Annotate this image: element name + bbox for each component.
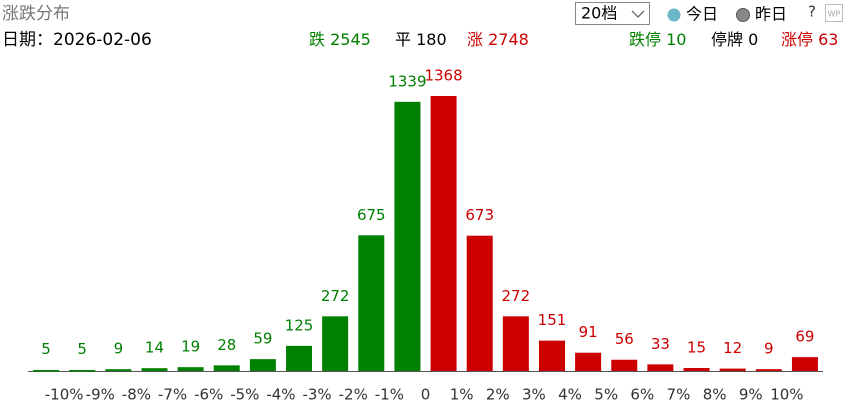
stat: 跌停 10 xyxy=(629,30,686,49)
date-value: 2026-02-06 xyxy=(53,30,152,50)
x-tick-label: 10% xyxy=(770,386,803,404)
data-label: 12 xyxy=(723,339,742,357)
x-tick-label: -8% xyxy=(122,386,151,404)
bar xyxy=(683,367,710,371)
bar xyxy=(575,352,602,371)
data-label: 19 xyxy=(181,338,200,356)
data-label: 675 xyxy=(357,206,386,224)
stat-label: 平 xyxy=(395,30,411,49)
bar xyxy=(466,235,493,371)
chevron[interactable] xyxy=(631,10,645,18)
bar xyxy=(755,369,782,371)
x-tick-label: -2% xyxy=(339,386,368,404)
bar xyxy=(647,364,674,371)
data-label: 673 xyxy=(465,206,494,224)
data-label: 272 xyxy=(321,287,350,305)
bar xyxy=(177,367,204,371)
x-tick-label: 5% xyxy=(594,386,618,404)
icon[interactable]: WP xyxy=(828,10,841,19)
data-label: 56 xyxy=(615,330,634,348)
x-tick-label: 0 xyxy=(421,386,431,404)
data-label: 151 xyxy=(538,311,567,329)
bar xyxy=(791,357,818,371)
stat: 涨 2748 xyxy=(467,30,529,49)
bar xyxy=(33,369,60,372)
stat-value: 2545 xyxy=(330,30,371,49)
x-tick-label: 4% xyxy=(558,386,582,404)
stat-label: 涨 xyxy=(467,30,483,49)
data-label: 14 xyxy=(145,339,164,357)
bar xyxy=(502,316,529,371)
bar xyxy=(141,368,168,371)
bar xyxy=(430,96,457,371)
bar xyxy=(611,359,638,371)
legend-yesterday[interactable]: 昨日 xyxy=(755,5,787,24)
bar xyxy=(249,359,276,371)
dropdown-box[interactable] xyxy=(575,2,650,25)
data-label: 5 xyxy=(41,340,51,358)
dropdown-text[interactable]: 20档 xyxy=(581,4,617,23)
help[interactable]: ? xyxy=(808,3,816,21)
stat: 平 180 xyxy=(395,30,447,49)
bar xyxy=(394,101,421,371)
data-label: 59 xyxy=(253,330,272,348)
x-tick-label: -7% xyxy=(158,386,187,404)
data-label: 125 xyxy=(285,316,314,334)
x-tick-label: -6% xyxy=(194,386,223,404)
x-tick-label: 8% xyxy=(703,386,727,404)
stat: 停牌 0 xyxy=(711,30,758,49)
x-tick-label: -9% xyxy=(86,386,115,404)
stat-value: 63 xyxy=(818,30,838,49)
data-label: 69 xyxy=(795,328,814,346)
x-tick-label: 9% xyxy=(739,386,763,404)
legend-dot-today[interactable] xyxy=(667,8,681,22)
stat-label: 涨停 xyxy=(781,30,813,49)
x-tick-label: 2% xyxy=(486,386,510,404)
data-label: 1339 xyxy=(388,72,426,90)
data-label: 1368 xyxy=(424,67,462,85)
data-label: 15 xyxy=(687,338,706,356)
x-tick-label: -3% xyxy=(302,386,331,404)
data-label: 5 xyxy=(77,340,87,358)
bar xyxy=(719,368,746,371)
stat-label: 跌 xyxy=(309,30,325,49)
data-label: 28 xyxy=(217,336,236,354)
date-label: 日期： xyxy=(2,30,53,50)
x-tick-label: 1% xyxy=(450,386,474,404)
stat-label: 停牌 xyxy=(711,30,743,49)
bar xyxy=(286,345,313,371)
legend-dot-yesterday[interactable] xyxy=(736,8,750,22)
data-label: 91 xyxy=(579,323,598,341)
stat: 跌 2545 xyxy=(309,30,371,49)
x-tick-label: -4% xyxy=(266,386,295,404)
data-label: 9 xyxy=(764,340,774,358)
stat-value: 2748 xyxy=(488,30,529,49)
x-tick-label: 6% xyxy=(630,386,654,404)
bar xyxy=(538,340,565,371)
dropdown[interactable]: 20档 xyxy=(575,2,650,25)
stat-label: 跌停 xyxy=(629,30,661,49)
stat-value: 0 xyxy=(748,30,758,49)
bar xyxy=(322,316,349,371)
x-tick-label: 7% xyxy=(667,386,691,404)
x-tick-label: 3% xyxy=(522,386,546,404)
x-tick-label: -1% xyxy=(375,386,404,404)
legend-today[interactable]: 今日 xyxy=(686,5,718,24)
stat: 涨停 63 xyxy=(781,30,838,49)
icon-box[interactable] xyxy=(825,4,843,22)
x-tick-label: -5% xyxy=(230,386,259,404)
x-tick-label: -10% xyxy=(45,386,84,404)
stat-value: 180 xyxy=(416,30,447,49)
data-label: 272 xyxy=(502,287,531,305)
stat-value: 10 xyxy=(666,30,686,49)
bar xyxy=(69,369,96,372)
date: 日期：2026-02-06 xyxy=(2,30,152,50)
title: 涨跌分布 xyxy=(2,4,70,24)
bar xyxy=(358,235,385,371)
bar xyxy=(213,365,240,371)
data-label: 33 xyxy=(651,335,670,353)
bar xyxy=(105,369,132,371)
data-label: 9 xyxy=(114,340,124,358)
